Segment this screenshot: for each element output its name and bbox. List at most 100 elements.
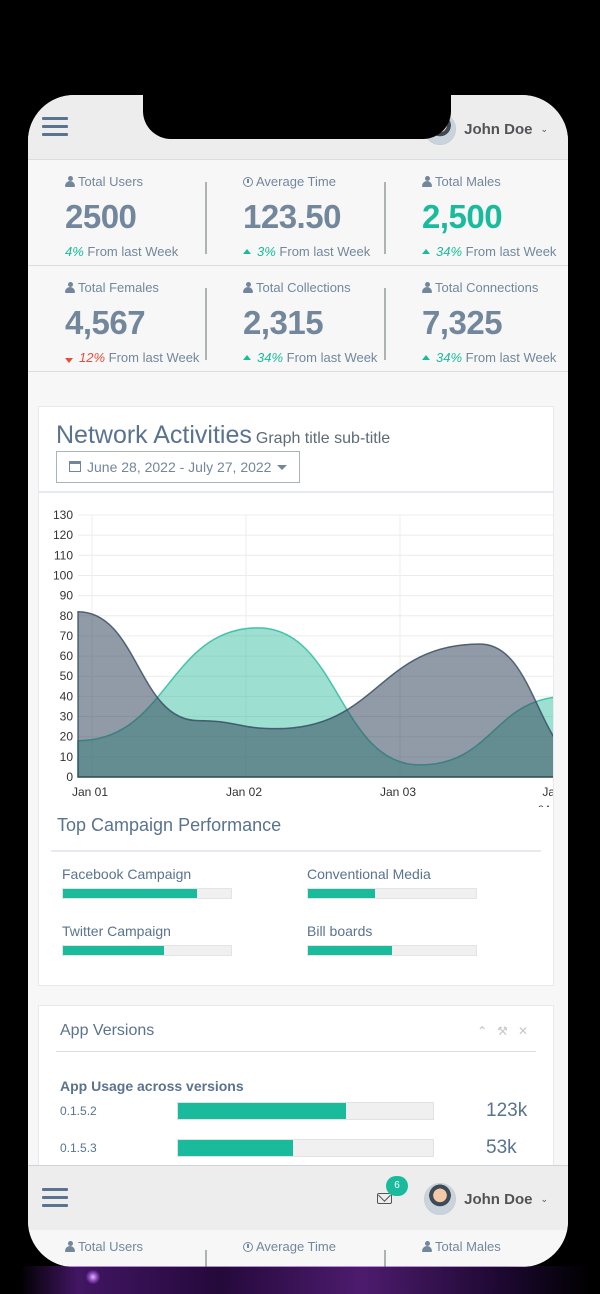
calendar-icon xyxy=(69,461,81,472)
tile-percent: 34% xyxy=(436,244,463,259)
clock-icon xyxy=(243,177,253,187)
user-icon xyxy=(243,282,253,293)
stats-tiles: Total Users 2500 4% From last Week Avera… xyxy=(28,160,568,372)
date-range-picker[interactable]: June 28, 2022 - July 27, 2022 xyxy=(56,451,300,483)
campaign-twitter: Twitter Campaign xyxy=(62,923,232,956)
progress-bar xyxy=(62,888,232,899)
tile-total-males: Total Males 2,500 34% From last Week xyxy=(422,160,568,265)
user-icon xyxy=(422,282,432,293)
panel-toolbox: ⌃ ⚒ ✕ xyxy=(477,1024,528,1038)
arrow-up-icon xyxy=(422,355,430,360)
tile-suffix: From last Week xyxy=(465,350,557,365)
wrench-icon[interactable]: ⚒ xyxy=(497,1024,508,1038)
tile-divider xyxy=(384,182,386,254)
y-tick-label: 50 xyxy=(60,669,74,683)
clock-icon xyxy=(243,1242,253,1252)
usage-fill xyxy=(178,1140,293,1156)
close-icon[interactable]: ✕ xyxy=(517,1024,528,1038)
caret-down-icon xyxy=(277,465,287,470)
progress-fill xyxy=(63,889,198,898)
divider xyxy=(39,491,553,493)
divider xyxy=(56,1051,536,1052)
network-activities-chart: 0 10 20 30 40 50 60 70 80 90 100 110 120 130 Jan 01 Ja… xyxy=(53,508,553,807)
series-area-1 xyxy=(77,610,553,778)
tile-label: Average Time xyxy=(256,1239,336,1254)
user-profile-menu[interactable]: John Doe ⌄ xyxy=(424,1183,548,1215)
panel-subtitle: App Usage across versions xyxy=(60,1078,244,1094)
y-tick-label: 90 xyxy=(60,589,74,603)
tile-divider xyxy=(205,182,207,254)
user-icon xyxy=(65,176,75,187)
tile-suffix: From last Week xyxy=(87,244,179,259)
network-activities-panel: Network Activities Graph title sub-title … xyxy=(38,406,554,986)
divider xyxy=(51,850,541,852)
mail-icon[interactable] xyxy=(377,1193,392,1204)
campaign-label: Bill boards xyxy=(307,923,373,939)
y-tick-label: 80 xyxy=(60,609,74,623)
campaign-label: Twitter Campaign xyxy=(62,923,171,939)
tile-label: Total Males xyxy=(435,1239,501,1254)
tile-percent: 34% xyxy=(436,350,463,365)
date-range-value: June 28, 2022 - July 27, 2022 xyxy=(87,459,272,475)
tile-percent: 12% xyxy=(79,350,106,365)
chevron-down-icon: ⌄ xyxy=(540,1193,548,1204)
x-tick-label: Jan 02 xyxy=(226,785,262,799)
glow-spot xyxy=(86,1270,100,1284)
y-tick-label: 20 xyxy=(60,730,74,744)
panel-subtitle: Graph title sub-title xyxy=(255,430,391,447)
version-label: 0.1.5.2 xyxy=(60,1104,97,1118)
x-tick-label: Jan 03 xyxy=(380,785,416,799)
tile-label: Total Females xyxy=(78,280,159,295)
device-notch xyxy=(143,95,451,139)
tile-row: Total Females 4,567 12% From last Week T… xyxy=(28,266,568,372)
panel-title: Network Activities xyxy=(56,421,252,449)
tile-count: 123.50 xyxy=(243,198,341,235)
y-tick-label: 10 xyxy=(60,750,74,764)
usage-bar xyxy=(177,1139,434,1157)
usage-count: 53k xyxy=(486,1137,517,1158)
campaign-bill-boards: Bill boards xyxy=(307,923,477,956)
y-tick-label: 100 xyxy=(53,568,73,582)
collapse-icon[interactable]: ⌃ xyxy=(477,1024,488,1038)
tile-suffix: From last Week xyxy=(108,350,200,365)
tile-count: 2,315 xyxy=(243,304,324,341)
version-row: 0.1.5.2 123k xyxy=(60,1100,540,1124)
tile-count: 7,325 xyxy=(422,304,503,341)
tile-label: Total Users xyxy=(78,174,144,189)
user-icon xyxy=(65,1241,75,1252)
tile-divider xyxy=(205,1250,207,1267)
usage-count: 123k xyxy=(486,1100,528,1121)
tile-divider xyxy=(384,288,386,360)
notification-badge: 6 xyxy=(386,1176,408,1196)
usage-bar xyxy=(177,1102,434,1120)
campaign-conventional-media: Conventional Media xyxy=(307,866,477,899)
user-name: John Doe xyxy=(464,1190,533,1208)
tile-percent: 4% xyxy=(65,244,84,259)
tile-total-females: Total Females 4,567 12% From last Week xyxy=(65,266,243,371)
version-label: 0.1.5.3 xyxy=(60,1141,97,1155)
menu-toggle-icon[interactable] xyxy=(42,117,68,137)
tile-total-collections: Total Collections 2,315 34% From last We… xyxy=(243,266,421,371)
arrow-down-icon xyxy=(65,358,73,363)
tile-row: Total Users 2500 4% From last Week Avera… xyxy=(28,160,568,266)
tile-suffix: From last Week xyxy=(465,244,557,259)
y-tick-label: 120 xyxy=(53,528,73,542)
menu-toggle-icon[interactable] xyxy=(42,1188,68,1208)
tile-count: 4,567 xyxy=(65,304,146,341)
arrow-up-icon xyxy=(243,249,251,254)
phone-screen: John Doe ⌄ Total Users 2500 4% From last… xyxy=(28,95,568,1267)
tile-suffix: From last Week xyxy=(279,244,371,259)
tile-label: Average Time xyxy=(256,174,336,189)
tile-percent: 34% xyxy=(257,350,284,365)
tile-average-time: Average Time 123.50 3% From last Week xyxy=(243,160,421,265)
tile-row-peek: Total Users Average Time Total Males xyxy=(28,1230,568,1267)
chevron-down-icon: ⌄ xyxy=(540,123,548,134)
tile-label: Total Males xyxy=(435,174,501,189)
tile-label: Total Connections xyxy=(435,280,539,295)
user-name: John Doe xyxy=(464,120,533,138)
campaign-label: Conventional Media xyxy=(307,866,431,882)
progress-bar xyxy=(307,945,477,956)
usage-fill xyxy=(178,1103,347,1119)
progress-bar xyxy=(307,888,477,899)
tile-total-connections: Total Connections 7,325 34% From last We… xyxy=(422,266,568,371)
